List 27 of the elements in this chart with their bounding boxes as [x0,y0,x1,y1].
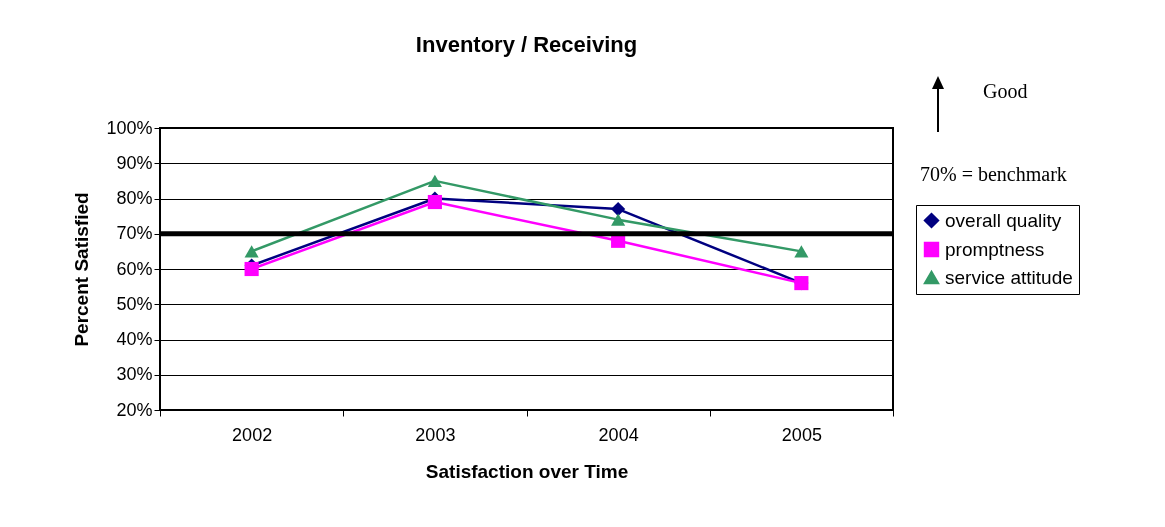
point [794,245,809,258]
point [611,213,626,226]
y-tick-label: 80% [116,188,153,208]
y-tick-label: 30% [116,364,153,385]
text: Good [983,80,1028,103]
text: 70% = benchmark [920,163,1067,186]
point [244,245,259,258]
legend-label: overall quality [945,209,1062,231]
point [427,194,442,210]
y-tick-label: 20% [116,399,153,420]
y-tick-label: 70% [116,223,153,244]
x-tick-label: 2004 [598,424,639,445]
y-tick-label: 60% [116,258,153,279]
legend-label: promptness [945,238,1045,260]
y-tick-label: 90% [116,152,153,173]
x-tick-label: 2005 [781,424,822,445]
x-axis-title: Satisfaction over Time [425,460,629,482]
chart-title: Inventory / Receiving [415,32,638,57]
y-tick-label: 40% [116,329,153,349]
y-tick-label: 50% [116,293,153,314]
point [611,202,626,217]
x-tick-label: 2002 [232,424,273,445]
x-tick-label: 2003 [415,424,456,445]
y-tick-label: 100% [106,117,153,138]
y-axis-title: Percent Satisfied [71,192,93,347]
point [427,174,442,187]
legend-label: service attitude [945,266,1073,288]
